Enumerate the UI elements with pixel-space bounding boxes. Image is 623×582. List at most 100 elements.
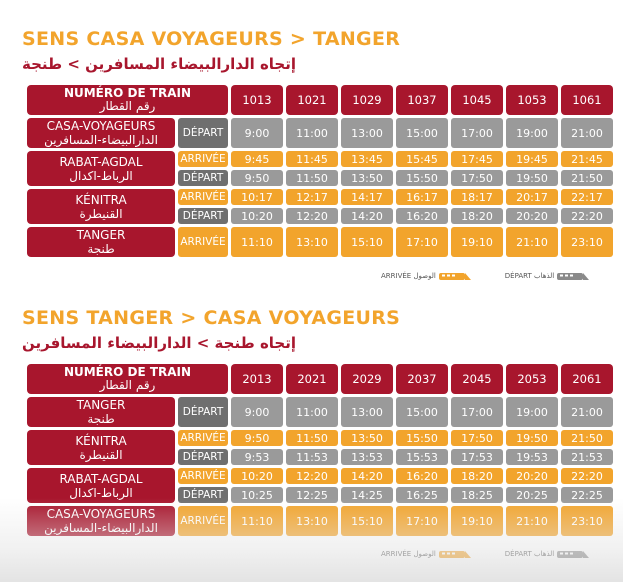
arrival-time: 23:10 bbox=[561, 506, 613, 536]
train-number: 2029 bbox=[341, 364, 393, 394]
departure-time: 13:50 bbox=[341, 170, 393, 186]
section-title-ar: إتجاه الدارالبيضاء المسافرين > طنجة bbox=[22, 55, 297, 73]
arrival-time: 14:17 bbox=[341, 189, 393, 205]
departure-time: 22:20 bbox=[561, 208, 613, 224]
station-name-fr: KÉNITRA bbox=[75, 433, 127, 448]
arrival-label: ARRIVÉE bbox=[178, 227, 228, 257]
departure-time: 21:50 bbox=[561, 170, 613, 186]
train-number: 1037 bbox=[396, 85, 448, 115]
departure-time: 19:00 bbox=[506, 118, 558, 148]
train-number-header: NUMÉRO DE TRAIN رقم القطار bbox=[27, 364, 228, 394]
departure-time: 17:53 bbox=[451, 449, 503, 465]
station-name: CASA-VOYAGEURS الدارالبيضاء-المسافرين bbox=[27, 506, 175, 536]
arrival-train-icon bbox=[438, 273, 471, 280]
arrival-label: ARRIVÉE bbox=[178, 506, 228, 536]
train-number-header-fr: NUMÉRO DE TRAIN bbox=[63, 365, 192, 379]
arrival-time: 9:50 bbox=[231, 430, 283, 446]
arrival-time: 18:17 bbox=[451, 189, 503, 205]
train-number: 1061 bbox=[561, 85, 613, 115]
arrival-time: 11:50 bbox=[286, 430, 338, 446]
station-name: TANGER طنجة bbox=[27, 227, 175, 257]
departure-time: 11:00 bbox=[286, 118, 338, 148]
station-row: RABAT-AGDAL الرباط-اكدال ARRIVÉE 10:20 12:20… bbox=[27, 468, 613, 503]
legend-arrival-label: ARRIVÉE الوصول bbox=[381, 550, 436, 558]
departure-time: 16:20 bbox=[396, 208, 448, 224]
arrival-time: 19:50 bbox=[506, 430, 558, 446]
section-title-fr: SENS TANGER > CASA VOYAGEURS bbox=[22, 307, 401, 329]
departure-label: DÉPART bbox=[178, 208, 228, 224]
header-row: NUMÉRO DE TRAIN رقم القطار 1013 1021 1029 103… bbox=[27, 85, 613, 115]
arrival-time: 18:20 bbox=[451, 468, 503, 484]
departure-time: 15:50 bbox=[396, 170, 448, 186]
station-name-ar: القنيطرة bbox=[79, 206, 123, 221]
train-number: 1013 bbox=[231, 85, 283, 115]
arrival-time: 20:17 bbox=[506, 189, 558, 205]
departure-time: 12:25 bbox=[286, 487, 338, 503]
departure-time: 14:25 bbox=[341, 487, 393, 503]
departure-label: DÉPART bbox=[178, 449, 228, 465]
arrival-time: 13:50 bbox=[341, 430, 393, 446]
train-number: 1029 bbox=[341, 85, 393, 115]
arrival-time: 12:17 bbox=[286, 189, 338, 205]
legend-departure-label: DÉPART الذهاب bbox=[504, 550, 555, 558]
departure-label: DÉPART bbox=[178, 487, 228, 503]
arrival-time: 22:17 bbox=[561, 189, 613, 205]
departure-time: 11:00 bbox=[286, 397, 338, 427]
train-number-header-ar: رقم القطار bbox=[99, 378, 156, 392]
departure-time: 17:00 bbox=[451, 397, 503, 427]
station-row: RABAT-AGDAL الرباط-اكدال ARRIVÉE 9:45 11:45 1… bbox=[27, 151, 613, 186]
arrival-time: 22:20 bbox=[561, 468, 613, 484]
train-number: 1053 bbox=[506, 85, 558, 115]
arrival-time: 19:10 bbox=[451, 227, 503, 257]
arrival-time: 17:10 bbox=[396, 506, 448, 536]
arrival-time: 15:10 bbox=[341, 227, 393, 257]
timetable-table: NUMÉRO DE TRAIN رقم القطار 2013 2021 2029 203… bbox=[24, 361, 616, 539]
train-number: 2013 bbox=[231, 364, 283, 394]
station-name: RABAT-AGDAL الرباط-اكدال bbox=[27, 151, 175, 186]
departure-time: 21:53 bbox=[561, 449, 613, 465]
departure-train-icon bbox=[557, 551, 590, 558]
departure-time: 22:25 bbox=[561, 487, 613, 503]
station-name: KÉNITRA القنيطرة bbox=[27, 430, 175, 465]
station-name-fr: CASA-VOYAGEURS bbox=[46, 119, 156, 133]
arrival-time: 15:50 bbox=[396, 430, 448, 446]
arrival-time: 15:10 bbox=[341, 506, 393, 536]
departure-time: 21:00 bbox=[561, 397, 613, 427]
arrival-time: 13:10 bbox=[286, 227, 338, 257]
arrival-time: 13:45 bbox=[341, 151, 393, 167]
arrival-time: 17:50 bbox=[451, 430, 503, 446]
train-number: 1045 bbox=[451, 85, 503, 115]
station-row: DÉPART 9:53 11:53 13:53 15:53 17:53 19:53 21:53 bbox=[27, 449, 613, 465]
departure-time: 15:53 bbox=[396, 449, 448, 465]
arrival-time: 11:10 bbox=[231, 227, 283, 257]
departure-time: 11:53 bbox=[286, 449, 338, 465]
departure-label: DÉPART bbox=[178, 170, 228, 186]
arrival-time: 19:45 bbox=[506, 151, 558, 167]
departure-time: 12:20 bbox=[286, 208, 338, 224]
departure-time: 13:00 bbox=[341, 397, 393, 427]
legend-departure-label: DÉPART الذهاب bbox=[504, 272, 555, 280]
departure-time: 10:20 bbox=[231, 208, 283, 224]
departure-time: 18:20 bbox=[451, 208, 503, 224]
station-name: TANGER طنجة bbox=[27, 397, 175, 427]
departure-time: 9:00 bbox=[231, 118, 283, 148]
arrival-label: ARRIVÉE bbox=[178, 189, 228, 205]
station-name-fr: CASA-VOYAGEURS bbox=[46, 507, 156, 521]
arrival-time: 13:10 bbox=[286, 506, 338, 536]
arrival-time: 16:20 bbox=[396, 468, 448, 484]
train-number: 2021 bbox=[286, 364, 338, 394]
departure-time: 9:50 bbox=[231, 170, 283, 186]
station-name-ar: طنجة bbox=[87, 412, 115, 426]
departure-time: 15:00 bbox=[396, 397, 448, 427]
arrival-time: 19:10 bbox=[451, 506, 503, 536]
departure-time: 19:00 bbox=[506, 397, 558, 427]
departure-time: 20:25 bbox=[506, 487, 558, 503]
train-number-header-ar: رقم القطار bbox=[99, 99, 156, 113]
arrival-time: 21:50 bbox=[561, 430, 613, 446]
arrival-time: 21:10 bbox=[506, 506, 558, 536]
arrival-time: 21:45 bbox=[561, 151, 613, 167]
legend: ARRIVÉE الوصول DÉPART الذهاب bbox=[381, 549, 590, 559]
train-number: 1021 bbox=[286, 85, 338, 115]
departure-label: DÉPART bbox=[178, 397, 228, 427]
departure-time: 17:00 bbox=[451, 118, 503, 148]
